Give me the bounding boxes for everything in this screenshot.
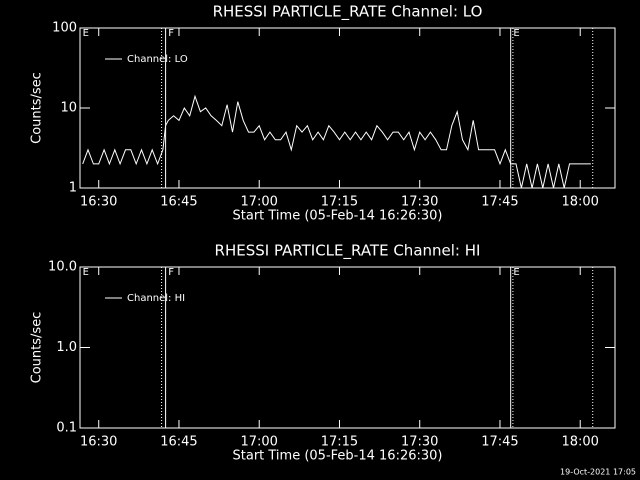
x-tick-label: 17:00 — [240, 195, 277, 210]
plot-frame — [79, 27, 616, 189]
footer: 19-Oct-2021 17:05 — [560, 468, 636, 477]
annotation: E — [513, 28, 519, 39]
x-tick-label: 16:45 — [160, 435, 197, 450]
y-tick-label: 1.0 — [56, 340, 77, 355]
x-tick-label: 18:00 — [561, 195, 598, 210]
annotation: F — [168, 267, 174, 278]
data-line — [82, 94, 591, 189]
y-tick-label: 10.0 — [48, 260, 77, 275]
x-tick-label: 17:45 — [481, 195, 518, 210]
legend-label: Channel: HI — [127, 293, 185, 304]
x-tick-label: 17:15 — [321, 195, 358, 210]
annotation: E — [83, 28, 89, 39]
y-tick-label: 0.1 — [56, 421, 77, 436]
y-tick-label: 1 — [69, 181, 77, 196]
y-axis-label: Counts/sec — [30, 72, 45, 144]
x-tick-label: 17:15 — [321, 435, 358, 450]
x-tick-label: 16:30 — [80, 435, 117, 450]
x-tick-label: 17:45 — [481, 435, 518, 450]
chart-title: RHESSI PARTICLE_RATE Channel: HI — [215, 242, 481, 261]
x-tick-label: 17:00 — [240, 435, 277, 450]
x-axis-label: Start Time (05-Feb-14 16:26:30) — [233, 209, 443, 224]
x-tick-label: 16:45 — [160, 195, 197, 210]
annotation: E — [83, 267, 89, 278]
y-axis-label: Counts/sec — [30, 312, 45, 384]
x-axis-label: Start Time (05-Feb-14 16:26:30) — [233, 449, 443, 464]
legend-label: Channel: LO — [127, 54, 188, 65]
x-tick-label: 17:30 — [401, 195, 438, 210]
annotation: F — [168, 28, 174, 39]
y-tick-label: 10 — [60, 101, 77, 116]
x-tick-label: 17:30 — [401, 435, 438, 450]
chart-title: RHESSI PARTICLE_RATE Channel: LO — [213, 3, 483, 22]
x-tick-label: 18:00 — [561, 435, 598, 450]
x-tick-label: 16:30 — [80, 195, 117, 210]
y-tick-label: 100 — [52, 21, 77, 36]
plot-frame — [79, 266, 616, 429]
annotation: E — [513, 267, 519, 278]
